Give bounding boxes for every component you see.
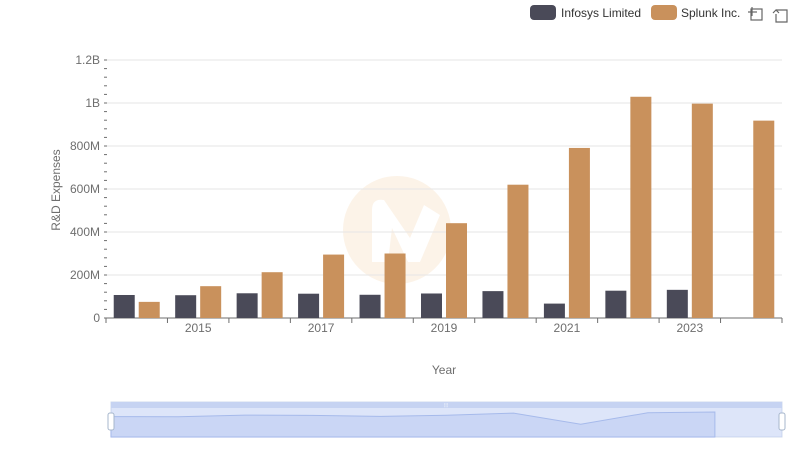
bar-splunk-2024[interactable] — [753, 120, 775, 318]
y-axis-title: R&D Expenses — [49, 149, 63, 230]
legend-swatch-infosys — [530, 5, 556, 20]
bar-infosys-2016[interactable] — [236, 293, 258, 318]
bar-infosys-2017[interactable] — [298, 293, 320, 318]
bar-infosys-2015[interactable] — [175, 295, 197, 318]
x-axis-ticks — [105, 318, 783, 323]
bar-splunk-2023[interactable] — [691, 103, 713, 319]
y-grid — [106, 59, 782, 276]
legend-item-infosys[interactable]: Infosys Limited — [530, 5, 641, 20]
bar-splunk-2021[interactable] — [568, 147, 590, 318]
y-tick-label: 200M — [70, 268, 100, 282]
x-tick-label: 2017 — [308, 321, 335, 335]
bar-infosys-2020[interactable] — [482, 291, 504, 318]
y-axis-labels: 0 200M 400M 600M 800M 1B 1.2B — [70, 53, 100, 325]
x-tick-label: 2023 — [676, 321, 703, 335]
bar-infosys-2021[interactable] — [543, 303, 565, 318]
watermark-logo — [343, 176, 451, 284]
y-tick-label: 600M — [70, 182, 100, 196]
x-axis-title: Year — [432, 363, 456, 377]
y-tick-label: 1.2B — [75, 53, 100, 67]
legend-item-splunk[interactable]: Splunk Inc. — [651, 5, 740, 20]
bar-splunk-2018[interactable] — [384, 253, 406, 319]
data-zoom-preview-area — [110, 411, 716, 438]
bar-splunk-2014[interactable] — [138, 301, 160, 318]
y-tick-label: 800M — [70, 139, 100, 153]
legend: Infosys Limited Splunk Inc. — [530, 5, 740, 20]
legend-swatch-splunk — [651, 5, 677, 20]
bar-infosys-2022[interactable] — [605, 290, 627, 318]
data-zoom-top-bar[interactable] — [111, 402, 782, 408]
y-tick-label: 400M — [70, 225, 100, 239]
data-zoom-grip-icon: ⦙⦙⦙ — [444, 402, 448, 409]
x-tick-label: 2021 — [554, 321, 581, 335]
x-axis-labels: 2015 2017 2019 2021 2023 — [185, 321, 704, 335]
legend-label-infosys: Infosys Limited — [561, 6, 641, 20]
bar-splunk-2022[interactable] — [630, 96, 652, 318]
bar-splunk-2017[interactable] — [323, 254, 345, 318]
data-zoom-slider[interactable]: ⦙⦙⦙ — [107, 401, 786, 438]
bar-splunk-2019[interactable] — [446, 223, 467, 318]
x-tick-label: 2019 — [431, 321, 458, 335]
data-zoom-handle-left[interactable] — [107, 412, 115, 431]
legend-label-splunk: Splunk Inc. — [681, 6, 740, 20]
bar-infosys-2018[interactable] — [359, 294, 381, 318]
y-minor-ticks — [104, 59, 107, 319]
bars — [113, 96, 775, 319]
y-tick-label: 0 — [93, 311, 100, 325]
data-zoom-selected-range — [111, 407, 782, 437]
bar-infosys-2014[interactable] — [113, 294, 135, 318]
zoom-select-icon[interactable] — [748, 7, 763, 21]
bar-splunk-2015[interactable] — [200, 286, 222, 318]
x-tick-label: 2015 — [185, 321, 212, 335]
bar-infosys-2019[interactable] — [421, 293, 442, 318]
bar-splunk-2020[interactable] — [507, 184, 529, 318]
zoom-reset-icon[interactable] — [772, 9, 788, 23]
bar-infosys-2023[interactable] — [666, 289, 688, 318]
y-tick-label: 1B — [85, 96, 100, 110]
data-zoom-handle-right[interactable] — [778, 412, 786, 431]
bar-splunk-2016[interactable] — [261, 272, 283, 318]
